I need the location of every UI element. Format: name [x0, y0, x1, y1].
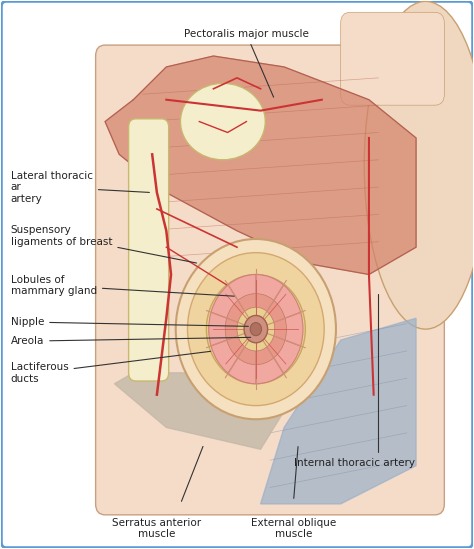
FancyBboxPatch shape — [128, 119, 169, 381]
Wedge shape — [209, 312, 229, 346]
Wedge shape — [283, 312, 303, 346]
Text: External oblique
muscle: External oblique muscle — [251, 518, 336, 539]
Ellipse shape — [188, 253, 324, 406]
Wedge shape — [228, 356, 256, 384]
Ellipse shape — [206, 274, 305, 384]
Text: Internal thoracic artery: Internal thoracic artery — [293, 294, 415, 468]
Wedge shape — [256, 294, 274, 311]
Wedge shape — [228, 274, 256, 302]
Wedge shape — [256, 356, 283, 384]
Ellipse shape — [364, 2, 474, 329]
Wedge shape — [211, 285, 239, 319]
Wedge shape — [273, 339, 301, 373]
Text: Serratus anterior
muscle: Serratus anterior muscle — [112, 518, 201, 539]
Circle shape — [244, 316, 268, 343]
Wedge shape — [238, 347, 256, 365]
Wedge shape — [267, 336, 285, 358]
Wedge shape — [227, 336, 245, 358]
Text: Nipple: Nipple — [11, 317, 248, 327]
Text: Lobules of
mammary gland: Lobules of mammary gland — [11, 274, 234, 296]
Wedge shape — [256, 347, 274, 365]
Text: Areola: Areola — [11, 336, 251, 346]
Text: Pectoralis major muscle: Pectoralis major muscle — [184, 29, 309, 97]
Wedge shape — [267, 300, 285, 322]
FancyBboxPatch shape — [341, 12, 444, 105]
Wedge shape — [273, 285, 301, 319]
Wedge shape — [238, 294, 256, 311]
Wedge shape — [225, 318, 238, 340]
Circle shape — [250, 323, 262, 335]
Polygon shape — [105, 56, 416, 274]
Text: Lateral thoracic
ar
artery: Lateral thoracic ar artery — [11, 171, 149, 204]
Wedge shape — [227, 300, 245, 322]
Wedge shape — [211, 339, 239, 373]
Polygon shape — [115, 373, 284, 449]
Ellipse shape — [181, 83, 265, 160]
Wedge shape — [274, 318, 286, 340]
Wedge shape — [256, 274, 283, 302]
Text: Lactiferous
ducts: Lactiferous ducts — [11, 351, 210, 384]
Text: Suspensory
ligaments of breast: Suspensory ligaments of breast — [11, 226, 197, 263]
Ellipse shape — [176, 239, 336, 419]
Polygon shape — [261, 318, 416, 504]
FancyBboxPatch shape — [96, 45, 444, 515]
